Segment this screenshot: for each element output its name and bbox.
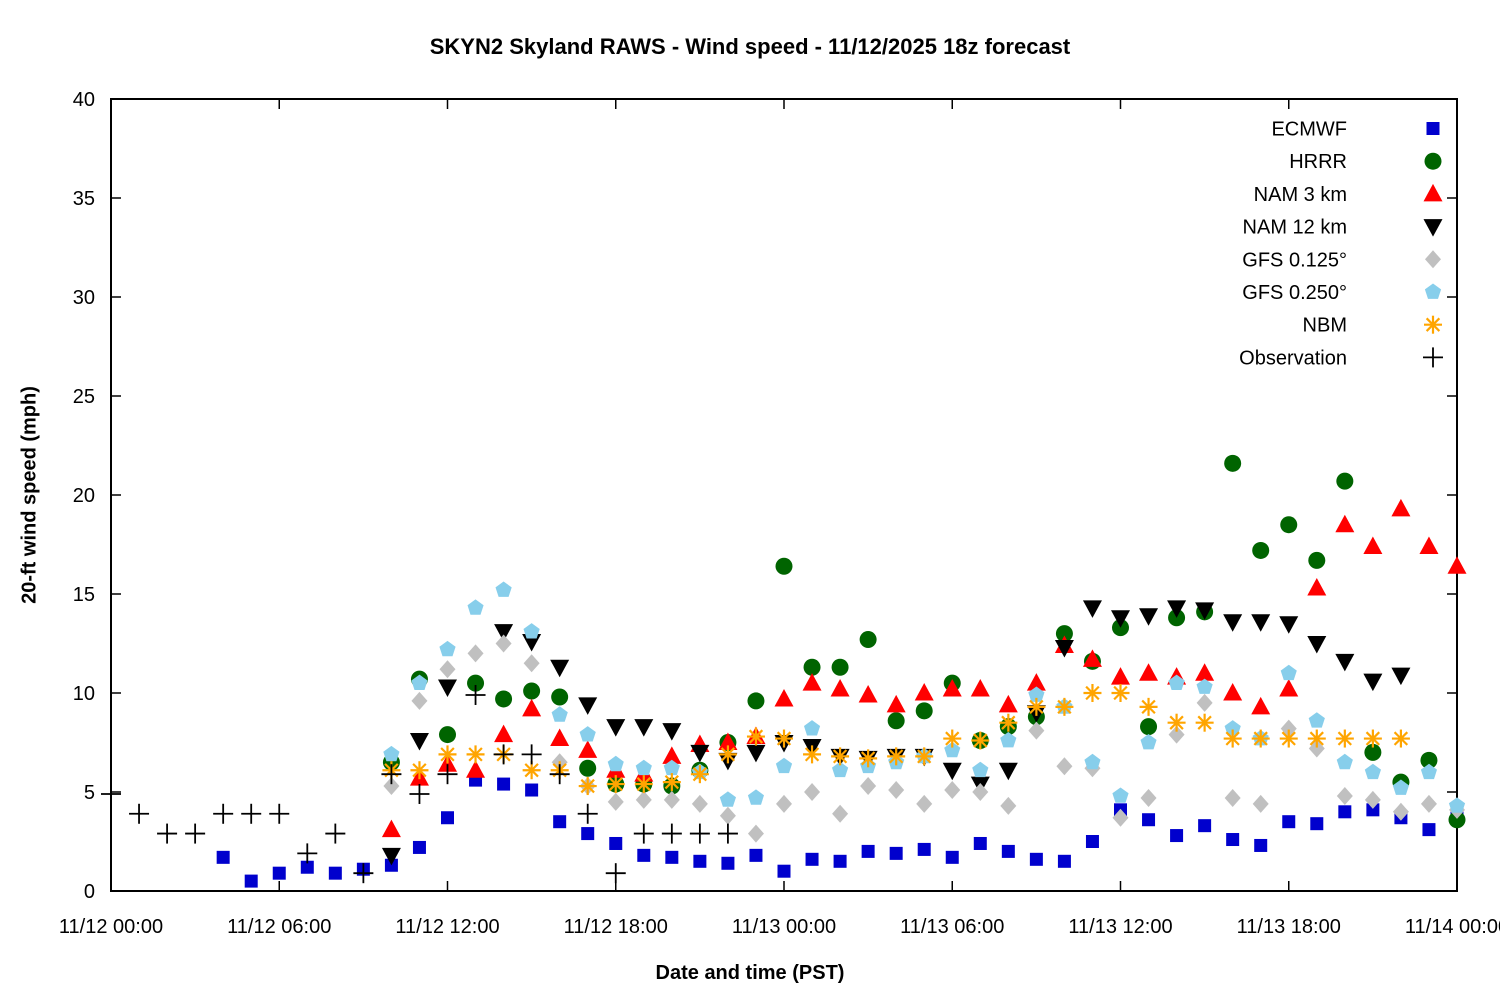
legend-marker-ecmwf bbox=[1426, 122, 1440, 135]
series-gfs-0-125 bbox=[383, 634, 1465, 843]
series-nam-3-km bbox=[381, 498, 1467, 838]
series-hrrr bbox=[382, 454, 1466, 829]
y-tick-label: 5 bbox=[84, 782, 95, 804]
y-tick-label: 30 bbox=[73, 287, 95, 309]
legend-item-nam-3-km: NAM 3 km bbox=[1254, 183, 1443, 206]
legend-label: ECMWF bbox=[1271, 119, 1347, 141]
series-ecmwf bbox=[216, 773, 1464, 888]
legend-marker-hrrr bbox=[1424, 152, 1442, 170]
legend-item-nam-12-km: NAM 12 km bbox=[1243, 217, 1443, 239]
legend-marker-nbm bbox=[1424, 315, 1442, 334]
legend-marker-gfs-0-250 bbox=[1424, 283, 1442, 299]
y-tick-label: 35 bbox=[73, 188, 95, 210]
x-tick-label: 11/14 00:00 bbox=[1405, 916, 1500, 938]
y-tick-label: 0 bbox=[84, 881, 95, 903]
legend-label: Observation bbox=[1239, 347, 1347, 369]
x-tick-label: 11/12 12:00 bbox=[395, 916, 499, 938]
x-tick-label: 11/13 12:00 bbox=[1068, 916, 1172, 938]
y-tick-label: 10 bbox=[73, 683, 95, 705]
legend-item-nbm: NBM bbox=[1303, 315, 1442, 337]
series-observation bbox=[101, 684, 738, 884]
x-tick-label: 11/12 18:00 bbox=[564, 916, 668, 938]
legend-label: GFS 0.250° bbox=[1242, 282, 1347, 304]
legend-item-gfs-0-125: GFS 0.125° bbox=[1242, 249, 1441, 271]
y-axis-ticks: 0 5 10 15 20 25 30 35 40 bbox=[73, 89, 1457, 903]
x-tick-label: 11/13 18:00 bbox=[1237, 916, 1341, 938]
legend-label: HRRR bbox=[1289, 151, 1347, 173]
y-tick-label: 25 bbox=[73, 386, 95, 408]
legend-item-observation: Observation bbox=[1239, 347, 1443, 369]
y-axis-label: 20-ft wind speed (mph) bbox=[18, 386, 41, 604]
legend-item-hrrr: HRRR bbox=[1289, 151, 1442, 173]
legend-label: GFS 0.125° bbox=[1242, 249, 1347, 271]
legend-label: NAM 12 km bbox=[1243, 217, 1347, 239]
legend-item-ecmwf: ECMWF bbox=[1271, 119, 1440, 141]
legend-label: NAM 3 km bbox=[1254, 184, 1347, 206]
y-tick-label: 40 bbox=[73, 89, 95, 111]
legend-marker-gfs-0-125 bbox=[1425, 250, 1441, 269]
y-tick-label: 20 bbox=[73, 485, 95, 507]
legend-marker-nam-12-km bbox=[1423, 219, 1443, 237]
x-tick-label: 11/13 00:00 bbox=[732, 916, 836, 938]
legend: ECMWF HRRR NAM 3 km NAM 12 km GFS 0.125° GFS … bbox=[1239, 119, 1443, 369]
legend-marker-nam-3-km bbox=[1423, 183, 1443, 202]
x-axis-ticks: 11/12 00:00 11/12 06:00 11/12 12:00 11/12 1… bbox=[59, 99, 1500, 938]
chart-title: SKYN2 Skyland RAWS - Wind speed - 11/12/… bbox=[429, 34, 1071, 59]
legend-marker-observation bbox=[1423, 347, 1443, 368]
x-axis-label: Date and time (PST) bbox=[655, 962, 845, 984]
legend-item-gfs-0-250: GFS 0.250° bbox=[1242, 282, 1442, 304]
legend-label: NBM bbox=[1303, 315, 1347, 337]
y-tick-label: 15 bbox=[73, 584, 95, 606]
x-tick-label: 11/12 00:00 bbox=[59, 916, 163, 938]
x-tick-label: 11/13 06:00 bbox=[900, 916, 1004, 938]
x-tick-label: 11/12 06:00 bbox=[227, 916, 331, 938]
series-gfs-0-250 bbox=[383, 581, 1466, 813]
